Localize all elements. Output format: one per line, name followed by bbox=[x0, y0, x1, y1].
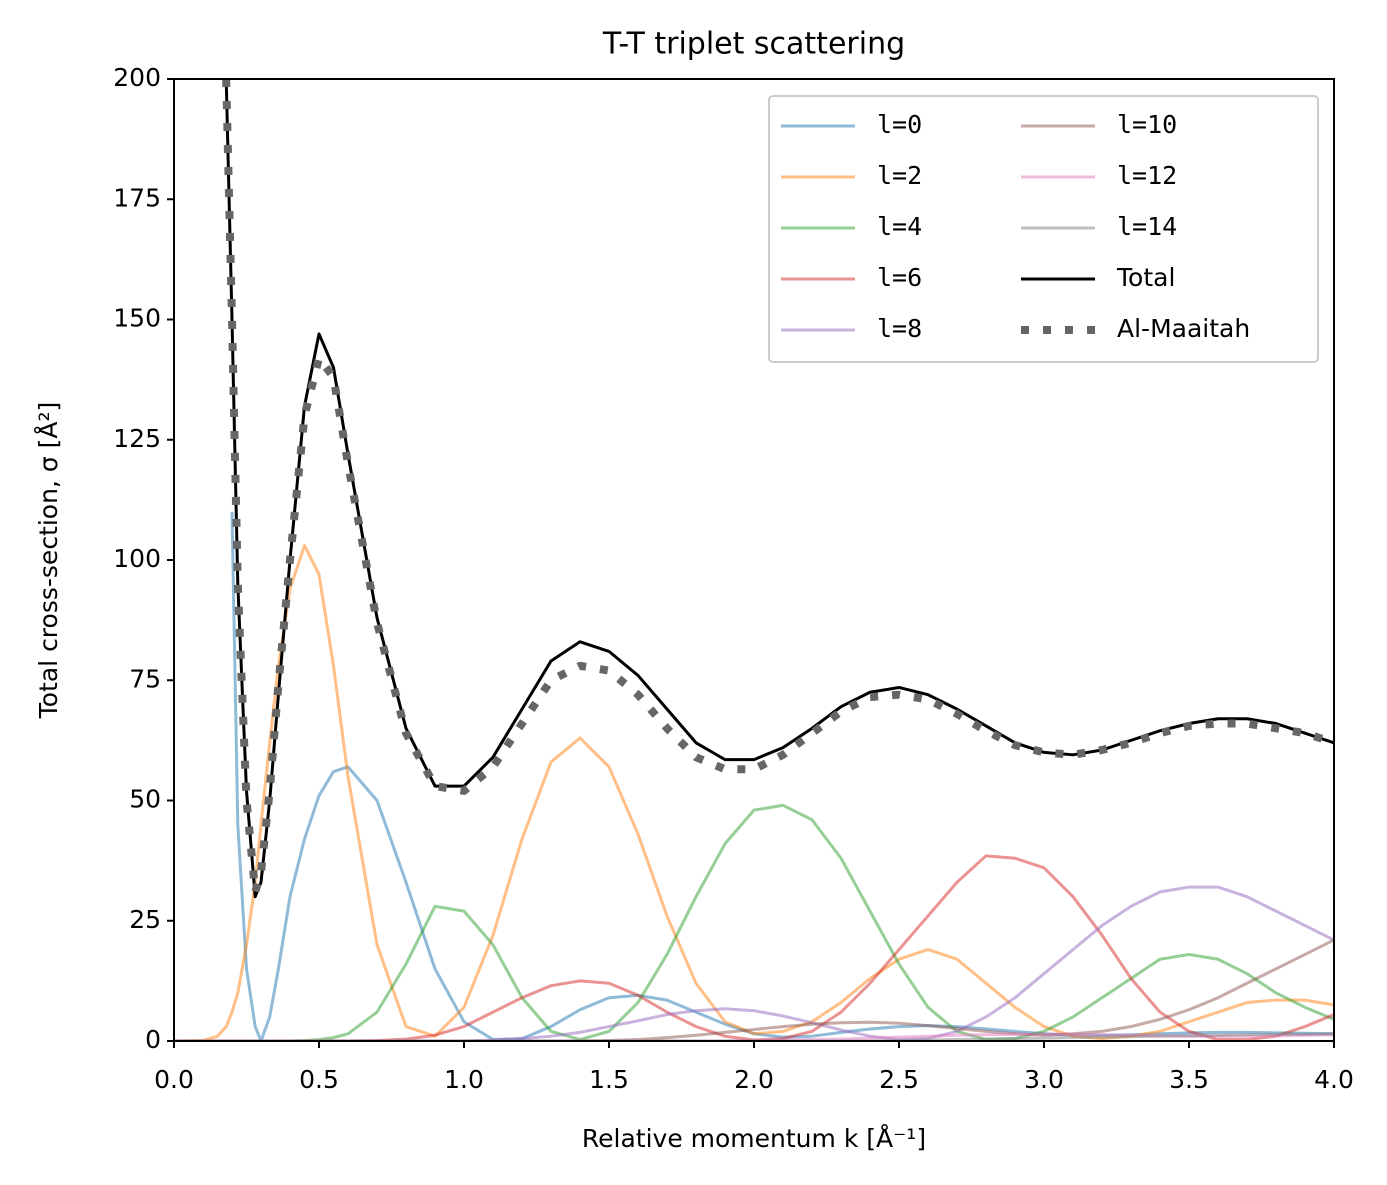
y-tick-label: 75 bbox=[129, 664, 161, 693]
legend-label: l=4 bbox=[877, 212, 922, 241]
legend-label: l=10 bbox=[1117, 110, 1177, 139]
x-tick-label: 0.0 bbox=[154, 1065, 194, 1094]
x-tick-label: 1.0 bbox=[444, 1065, 484, 1094]
x-axis-label: Relative momentum k [Å⁻¹] bbox=[582, 1124, 926, 1153]
series-line bbox=[174, 1032, 1334, 1041]
legend-label: l=8 bbox=[877, 314, 922, 343]
y-axis-label: Total cross-section, σ [Å²] bbox=[34, 402, 63, 720]
y-tick-label: 200 bbox=[113, 63, 161, 92]
series-line bbox=[174, 885, 1334, 1041]
x-tick-label: 3.5 bbox=[1169, 1065, 1209, 1094]
legend-label: l=6 bbox=[877, 263, 922, 292]
legend-label: l=2 bbox=[877, 161, 922, 190]
x-tick-label: 2.0 bbox=[734, 1065, 774, 1094]
series-line bbox=[222, 79, 1334, 896]
y-tick-label: 0 bbox=[145, 1025, 161, 1054]
y-tick-label: 150 bbox=[113, 304, 161, 333]
y-tick-label: 175 bbox=[113, 183, 161, 212]
x-tick-label: 0.5 bbox=[299, 1065, 339, 1094]
legend-label: l=12 bbox=[1117, 161, 1177, 190]
y-tick-label: 25 bbox=[129, 905, 161, 934]
y-tick-label: 125 bbox=[113, 424, 161, 453]
x-tick-label: 1.5 bbox=[589, 1065, 629, 1094]
legend-label: l=14 bbox=[1117, 212, 1177, 241]
x-tick-label: 2.5 bbox=[879, 1065, 919, 1094]
y-tick-label: 50 bbox=[129, 785, 161, 814]
legend-label: l=0 bbox=[877, 110, 922, 139]
x-tick-label: 3.0 bbox=[1024, 1065, 1064, 1094]
plot-area bbox=[174, 79, 1334, 1041]
chart-title: T-T triplet scattering bbox=[602, 27, 905, 62]
series-line bbox=[174, 1032, 1334, 1041]
series-line bbox=[174, 803, 1334, 1041]
y-tick-label: 100 bbox=[113, 544, 161, 573]
x-tick-label: 4.0 bbox=[1314, 1065, 1354, 1094]
legend-label: Total bbox=[1116, 263, 1175, 292]
legend-label: Al-Maaitah bbox=[1117, 314, 1250, 343]
